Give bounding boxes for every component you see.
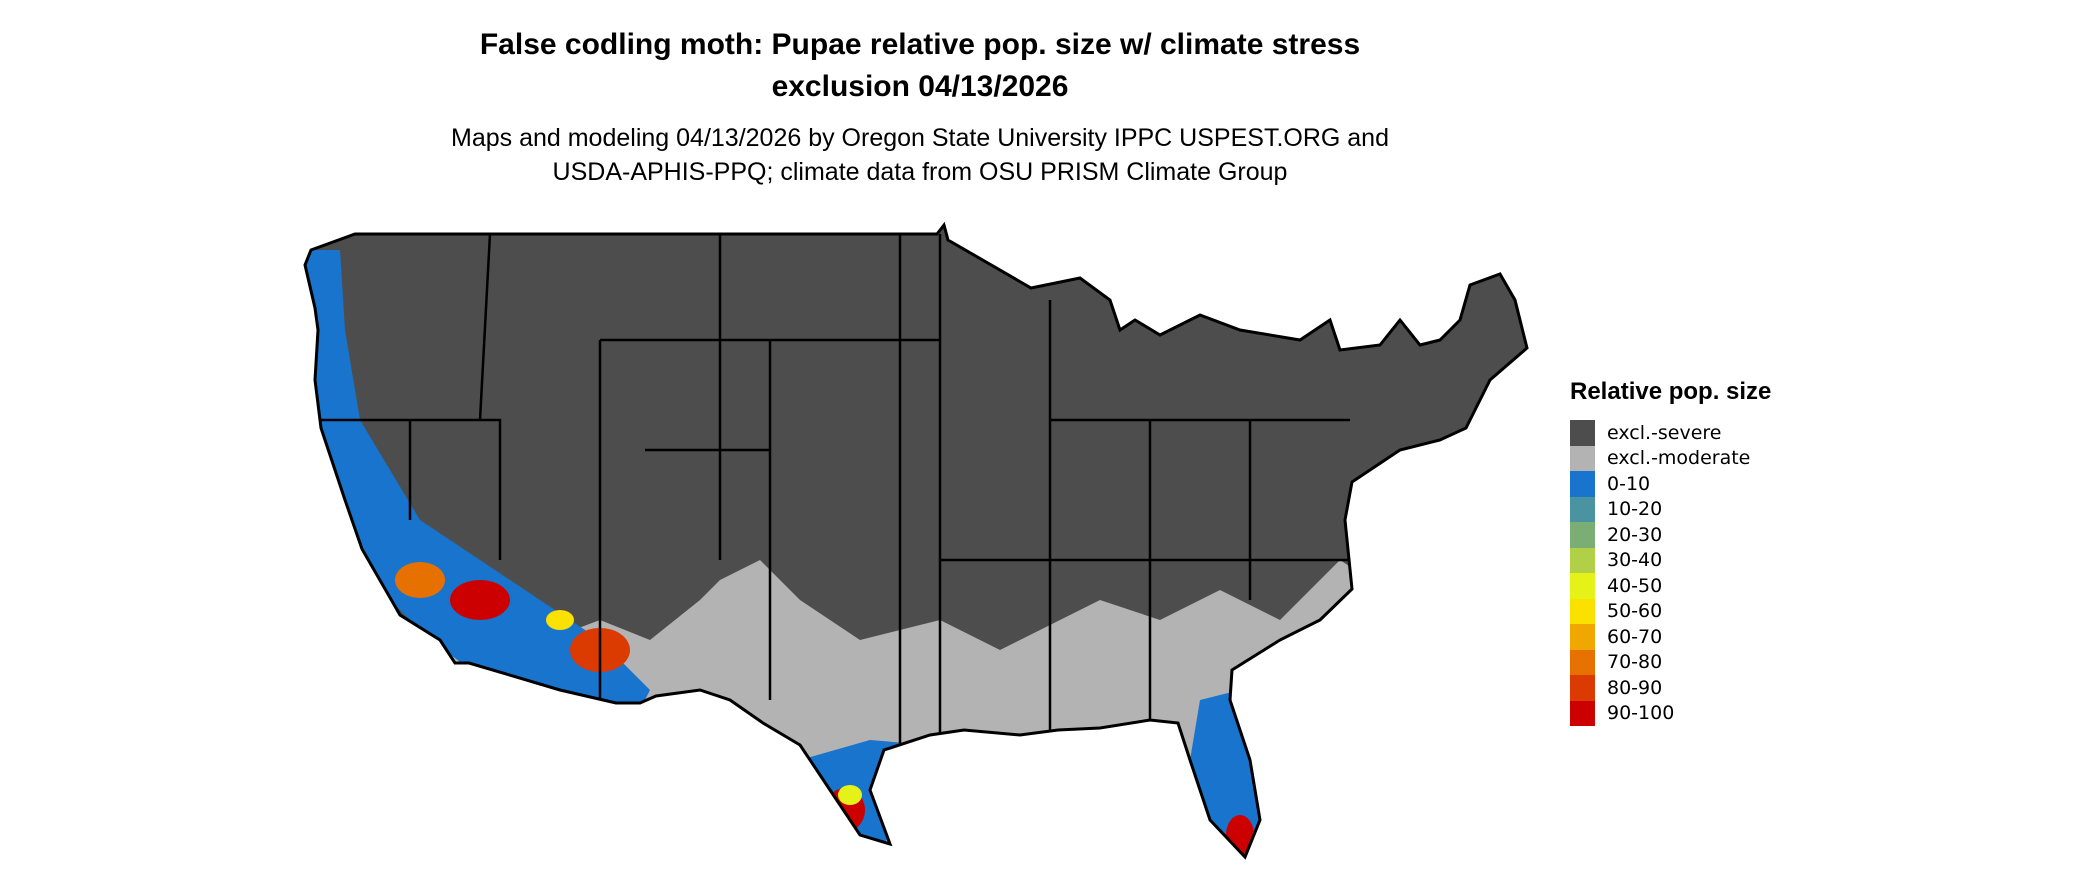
hotspot [450,580,510,620]
legend-label: excl.-severe [1607,421,1722,444]
legend-label: 70-80 [1607,651,1663,674]
legend-item: 90-100 [1570,700,1771,726]
state-boundaries [318,233,1350,857]
legend-swatch [1570,649,1595,675]
legend-item: 10-20 [1570,496,1771,522]
legend: Relative pop. size excl.-severe excl.-mod… [1570,378,1771,726]
legend-label: 10-20 [1607,498,1663,521]
map-subtitle-line2: USDA-APHIS-PPQ; climate data from OSU PR… [552,158,1288,186]
legend-item: excl.-severe [1570,420,1771,446]
legend-swatch [1570,547,1595,573]
legend-label: excl.-moderate [1607,447,1751,470]
legend-swatch [1570,675,1595,701]
legend-swatch [1570,598,1595,624]
legend-title: Relative pop. size [1570,378,1772,405]
legend-label: 40-50 [1607,574,1663,597]
map-subtitle-line1: Maps and modeling 04/13/2026 by Oregon S… [451,124,1389,152]
legend-swatch [1570,573,1595,599]
legend-swatch [1570,624,1595,650]
legend-item: 30-40 [1570,547,1771,573]
legend-label: 90-100 [1607,702,1675,725]
legend-swatch [1570,471,1595,497]
legend-item: 70-80 [1570,649,1771,675]
legend-item: 20-30 [1570,522,1771,548]
legend-label: 80-90 [1607,676,1663,699]
excl-severe-region [305,225,1527,857]
hotspot [838,785,862,805]
hotspot [546,610,574,630]
map-title-line1: False codling moth: Pupae relative pop. … [479,28,1361,61]
legend-item: 40-50 [1570,573,1771,599]
legend-item: 80-90 [1570,675,1771,701]
legend-swatch [1570,420,1595,446]
legend-label: 60-70 [1607,625,1663,648]
legend-swatch [1570,496,1595,522]
legend-label: 50-60 [1607,600,1663,623]
legend-item: 60-70 [1570,624,1771,650]
legend-swatch [1570,445,1595,471]
legend-label: 0-10 [1607,472,1651,495]
legend-label: 20-30 [1607,523,1663,546]
legend-item: excl.-moderate [1570,445,1771,471]
legend-item: 0-10 [1570,471,1771,497]
legend-swatch [1570,522,1595,548]
map-title-line2: exclusion 04/13/2026 [771,70,1069,103]
legend-label: 30-40 [1607,549,1663,572]
legend-item: 50-60 [1570,598,1771,624]
hotspot [395,562,445,598]
legend-swatch [1570,700,1595,726]
